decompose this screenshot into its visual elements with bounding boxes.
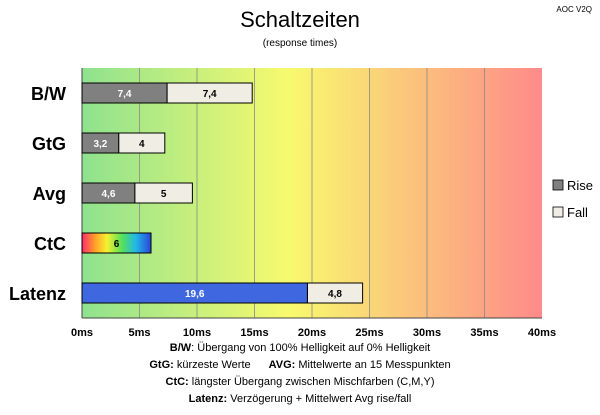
footer-gtg-term: GtG: [149, 359, 174, 371]
x-tick-labels: 0ms 5ms 10ms 15ms 20ms 25ms 30ms 35ms 40ms [71, 327, 556, 339]
footer-avg-text: Mittelwerte an 15 Messpunkten [295, 359, 451, 371]
footer-line-bw: B/W: Übergang von 100% Helligkeit auf 0%… [0, 342, 600, 354]
legend: Rise Fall [552, 178, 593, 220]
footer-ctc-term: CtC: [165, 376, 189, 388]
footer-line-gtg-avg: GtG: kürzeste Werte AVG: Mittelwerte an 1… [0, 359, 600, 371]
x-tick-label: 20ms [298, 327, 326, 339]
footer-avg-term: AVG: [268, 359, 296, 371]
x-tick-label: 30ms [413, 327, 441, 339]
footer-line-latenz: Latenz: Verzögerung + Mittelwert Avg ris… [0, 393, 600, 405]
chart-subtitle: (response times) [263, 38, 337, 49]
legend-swatch-rise [552, 179, 564, 191]
fall-bw-value-label: 7,4 [203, 89, 217, 100]
x-tick-label: 5ms [128, 327, 150, 339]
corner-label: AOC V2Q [556, 5, 592, 14]
fall-gtg-value-label: 4 [139, 139, 145, 150]
category-labels: B/W GtG Avg CtC Latenz [9, 84, 66, 304]
x-tick-label: 35ms [470, 327, 498, 339]
footer-ctc-text: längster Übergang zwischen Mischfarben (… [188, 376, 435, 388]
rise-gtg-value-label: 3,2 [93, 139, 107, 150]
footer-line-ctc: CtC: längster Übergang zwischen Mischfar… [0, 376, 600, 388]
latenz-bar [81, 282, 308, 304]
bars: 7,4 7,4 3,2 4 4,6 5 4,8 6 19,6 [81, 82, 364, 304]
x-tick-label: 40ms [528, 327, 556, 339]
rise-bw-value-label: 7,4 [118, 89, 132, 100]
ctc-bar [81, 232, 152, 254]
category-label: Avg [33, 184, 66, 204]
category-label: CtC [34, 234, 66, 254]
ctc-value-label: 6 [114, 239, 120, 250]
legend-label-rise: Rise [567, 178, 593, 193]
fall-latenz-value-label: 4,8 [328, 289, 342, 300]
footer-gtg-text: kürzeste Werte [173, 359, 251, 371]
legend-swatch-fall [552, 206, 564, 218]
footer-latenz-text: Verzögerung + Mittelwert Avg rise/fall [227, 393, 412, 405]
rise-avg-value-label: 4,6 [101, 189, 115, 200]
fall-bw-bar [166, 82, 253, 104]
legend-label-fall: Fall [567, 205, 588, 220]
grid-lines [81, 68, 542, 319]
footer-latenz-term: Latenz: [188, 393, 228, 405]
x-tick-label: 10ms [183, 327, 211, 339]
footer-bw-text: : Übergang von 100% Helligkeit auf 0% He… [191, 342, 431, 354]
fall-avg-value-label: 5 [161, 189, 167, 200]
x-tick-label: 0ms [71, 327, 93, 339]
footer-bw-term: B/W [169, 342, 192, 354]
category-label: Latenz [9, 284, 66, 304]
latenz-value-label: 19,6 [185, 289, 205, 300]
chart-title: Schaltzeiten [240, 7, 360, 32]
x-tick-label: 25ms [355, 327, 383, 339]
category-label: GtG [32, 134, 66, 154]
x-tick-label: 15ms [240, 327, 268, 339]
fall-avg-bar [134, 182, 193, 204]
category-label: B/W [31, 84, 66, 104]
fall-gtg-bar [118, 132, 166, 154]
